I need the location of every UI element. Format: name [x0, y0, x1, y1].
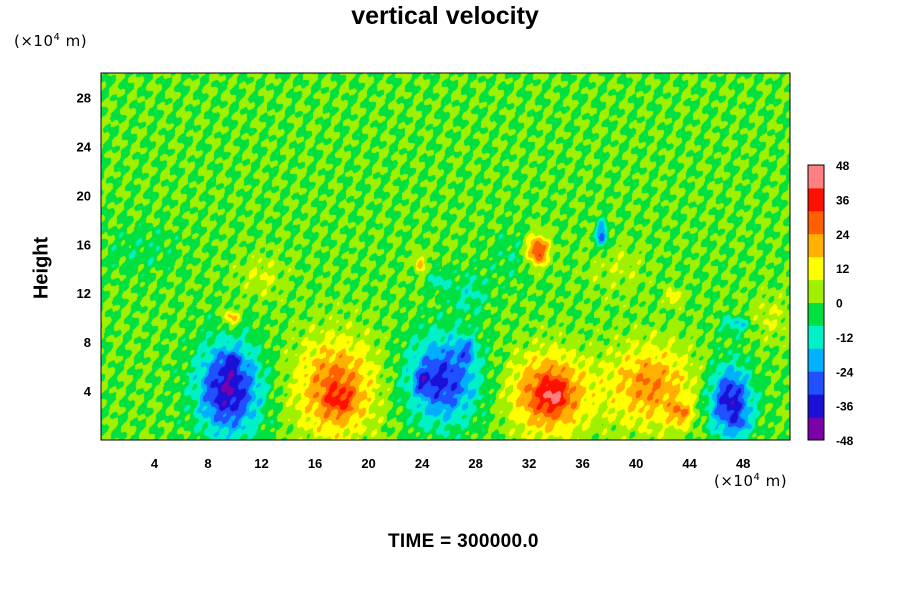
x-tick-label: 36 [575, 456, 589, 471]
colorbar-tick-label: 0 [836, 297, 843, 311]
x-unit-exponent: 4 [753, 472, 761, 483]
colorbar-segment [808, 256, 824, 281]
x-tick-label: 24 [415, 456, 430, 471]
time-label: TIME = 300000.0 [388, 531, 539, 552]
y-tick-label: 4 [84, 384, 92, 399]
x-tick-label: 12 [254, 456, 268, 471]
y-unit-label: (×104 m) [14, 32, 87, 50]
y-unit-suffix: m) [60, 32, 88, 50]
x-tick-label: 8 [204, 456, 211, 471]
colorbar-segment [808, 233, 824, 258]
chart-title: vertical velocity [351, 2, 539, 30]
y-unit-exponent: 4 [53, 32, 61, 43]
colorbar-tick-label: 24 [836, 228, 850, 242]
x-tick-label: 44 [682, 456, 697, 471]
x-tick-label: 28 [468, 456, 482, 471]
colorbar: 48 36 24 12 0 -12 -24 -36 -48 [807, 159, 854, 448]
colorbar-segment [808, 187, 824, 212]
colorbar-segment [808, 279, 824, 303]
heatmap-field [101, 73, 790, 440]
y-tick-label: 24 [77, 139, 92, 154]
y-tick-label: 12 [77, 286, 91, 301]
colorbar-tick-label: -48 [836, 434, 854, 448]
x-tick-label: 40 [629, 456, 643, 471]
colorbar-tick-label: -36 [836, 400, 854, 414]
plot-frame [100, 72, 791, 441]
y-ticks: 4 8 12 16 20 24 28 [77, 90, 92, 399]
colorbar-tick-label: -24 [836, 365, 854, 379]
x-unit-suffix: m) [760, 472, 788, 490]
x-ticks: 4 8 12 16 20 24 28 32 36 40 44 48 [151, 456, 751, 471]
colorbar-tick-label: 48 [836, 159, 850, 173]
colorbar-tick-label: -12 [836, 331, 854, 345]
x-tick-label: 4 [151, 456, 159, 471]
heatmap-field-wrapper [101, 73, 790, 440]
colorbar-segment [808, 325, 824, 349]
colorbar-tick-label: 36 [836, 193, 850, 207]
colorbar-segment [808, 210, 824, 235]
x-unit-label: (×104 m) [714, 472, 787, 490]
x-tick-label: 48 [736, 456, 750, 471]
y-tick-label: 8 [84, 335, 91, 350]
colorbar-tick-label: 12 [836, 262, 850, 276]
colorbar-segment [808, 371, 824, 395]
y-tick-label: 16 [77, 237, 91, 252]
colorbar-segment [808, 417, 824, 441]
colorbar-segment [808, 348, 824, 372]
y-tick-label: 28 [77, 90, 91, 105]
colorbar-segment [808, 394, 824, 418]
colorbar-segment [808, 302, 824, 326]
x-tick-label: 32 [522, 456, 536, 471]
colorbar-frame [807, 164, 825, 441]
y-tick-label: 20 [77, 188, 91, 203]
x-tick-label: 16 [308, 456, 322, 471]
x-tick-label: 20 [361, 456, 375, 471]
colorbar-segment [808, 165, 824, 189]
y-unit-prefix: (×10 [14, 32, 54, 50]
x-unit-prefix: (×10 [714, 472, 754, 490]
